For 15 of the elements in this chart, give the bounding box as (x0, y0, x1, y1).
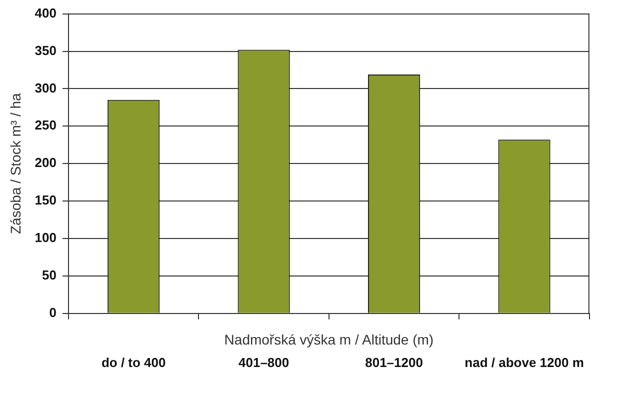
y-tick-label: 350 (34, 42, 56, 58)
x-tick-label: 801–1200 (365, 354, 423, 370)
y-tick-label: 0 (49, 304, 56, 320)
x-tick-label: do / to 400 (101, 354, 166, 370)
y-tick-label: 250 (34, 118, 56, 133)
x-axis-title: Nadmořská výška m / Altitude (m) (224, 331, 434, 348)
y-tick-label: 50 (42, 268, 56, 283)
y-axis-title: Zásoba / Stock m³ / ha (7, 92, 24, 234)
x-tick-label: nad / above 1200 m (464, 354, 584, 370)
y-tick-label: 150 (34, 192, 56, 208)
y-tick-label: 200 (34, 155, 56, 170)
x-tick-label: 401–800 (238, 354, 290, 370)
y-tick-label: 400 (34, 5, 56, 20)
y-tick-label: 300 (34, 80, 56, 96)
y-tick-label: 100 (34, 230, 56, 246)
